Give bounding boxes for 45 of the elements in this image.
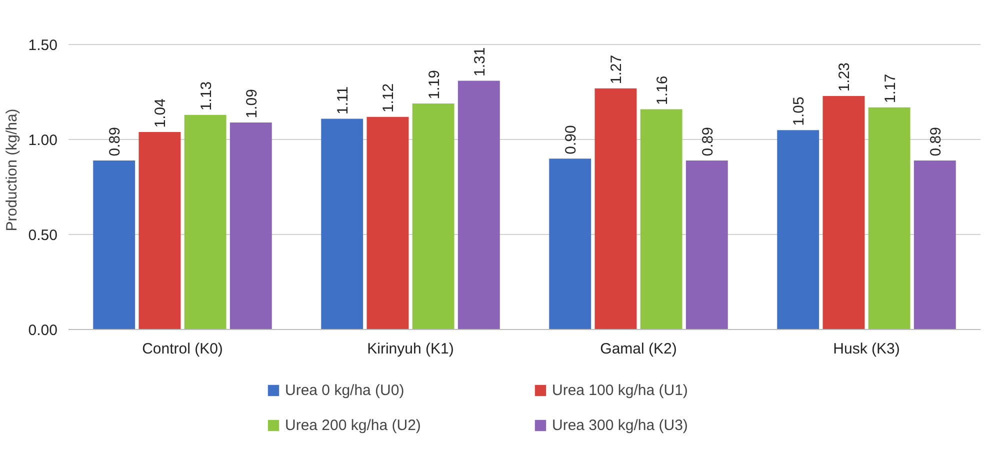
legend-label: Urea 200 kg/ha (U2) — [285, 416, 422, 434]
bar — [184, 114, 226, 330]
data-label: 0.89 — [699, 127, 716, 156]
data-label: 1.19 — [426, 70, 443, 100]
data-label: 1.04 — [152, 98, 170, 128]
data-label: 1.23 — [836, 62, 854, 92]
bar — [230, 122, 272, 330]
bar — [686, 160, 728, 330]
y-tick-label: 1.50 — [28, 37, 58, 54]
x-tick-label: Husk (K3) — [833, 340, 900, 358]
data-label: 0.90 — [562, 125, 580, 154]
bar — [93, 160, 136, 330]
x-tick-label: Gamal (K2) — [600, 340, 677, 358]
data-label: 1.05 — [790, 96, 808, 126]
bar — [594, 88, 637, 330]
bar — [366, 116, 409, 330]
bar — [321, 118, 364, 330]
y-tick-label: 0.50 — [28, 227, 58, 244]
bar — [458, 80, 500, 330]
data-label: 1.09 — [243, 89, 260, 118]
bar — [868, 107, 910, 330]
bar — [549, 158, 592, 330]
data-label: 1.12 — [380, 83, 398, 113]
data-label: 1.13 — [198, 81, 215, 111]
data-label: 0.89 — [927, 127, 944, 156]
bar — [640, 109, 682, 330]
data-label: 1.31 — [471, 47, 488, 76]
data-label: 1.17 — [882, 74, 899, 104]
data-label: 0.89 — [106, 127, 124, 156]
y-axis-title: Production (kg/ha) — [3, 108, 20, 232]
y-tick-label: 0.00 — [28, 322, 58, 339]
y-tick-label: 1.00 — [28, 132, 58, 150]
legend-label: Urea 300 kg/ha (U3) — [552, 416, 689, 434]
bar — [138, 132, 181, 330]
bar — [822, 96, 865, 330]
data-label: 1.11 — [334, 86, 352, 114]
legend-label: Urea 0 kg/ha (U0) — [285, 382, 406, 398]
bar — [914, 160, 956, 330]
legend-label: Urea 100 kg/ha (U1) — [552, 382, 689, 398]
data-label: 1.16 — [654, 76, 671, 105]
x-tick-label: Kirinyuh (K1) — [367, 340, 454, 358]
x-tick-label: Control (K0) — [142, 340, 223, 358]
data-label: 1.27 — [608, 54, 626, 84]
bar — [412, 104, 454, 330]
bar — [777, 130, 820, 330]
